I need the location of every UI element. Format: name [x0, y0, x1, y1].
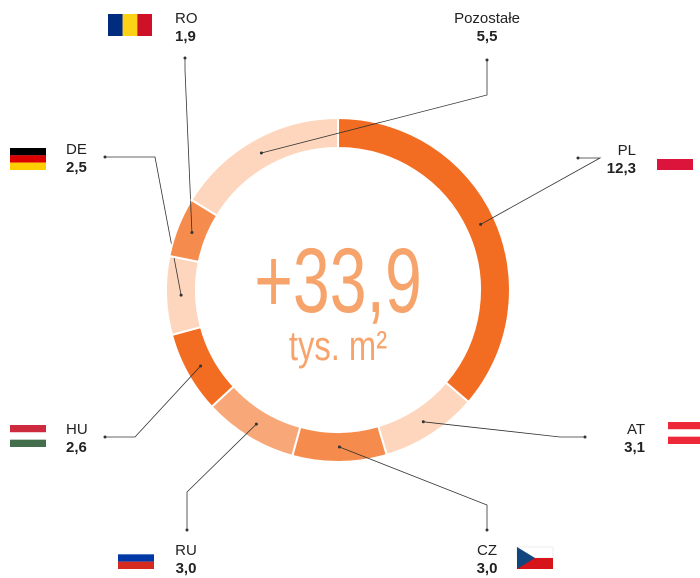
flag: [10, 148, 46, 156]
flag: [10, 162, 46, 170]
center-unit-group: tys. m²: [289, 322, 387, 369]
leader-line: [261, 60, 488, 154]
leader-dot: [185, 528, 189, 532]
flag: [118, 554, 154, 562]
value-label: 3,1: [624, 439, 645, 456]
flag: [668, 436, 700, 444]
value-label: 3,0: [176, 560, 197, 577]
leader-line: [184, 58, 193, 233]
value-label: 1,9: [175, 28, 196, 45]
flag: [657, 148, 693, 159]
flag: [517, 547, 535, 569]
value-label: 2,5: [66, 159, 87, 176]
flag: [668, 429, 700, 437]
flag: [668, 422, 700, 430]
category-label: CZ: [477, 542, 497, 559]
leader-dot: [479, 222, 483, 226]
category-label: Pozostałe: [454, 10, 520, 27]
leader-dot: [103, 435, 107, 439]
donut-segment: [190, 116, 339, 217]
leader-dot: [199, 364, 203, 368]
donut-segment: [210, 384, 302, 458]
leader-dot: [259, 151, 263, 155]
category-label: AT: [627, 421, 645, 438]
flag: [108, 14, 123, 36]
center-total: +33,9: [254, 228, 422, 331]
flag: [657, 159, 693, 170]
flag: [10, 155, 46, 163]
donut-segment: [291, 424, 388, 463]
value-label: 2,6: [66, 439, 87, 456]
leader-dot: [190, 230, 194, 234]
donut-segment: [376, 381, 470, 457]
flag: [118, 561, 154, 569]
leader-dot: [485, 528, 489, 532]
value-label: 12,3: [607, 160, 636, 177]
category-label: RU: [175, 542, 197, 559]
flag: [137, 14, 152, 36]
flag: [118, 547, 154, 555]
category-label: RO: [175, 10, 198, 27]
flag: [122, 14, 138, 36]
leader-line: [105, 365, 201, 438]
category-label: HU: [66, 421, 88, 438]
leader-dot: [421, 420, 425, 424]
leader-line: [339, 446, 488, 530]
donut-segment: [170, 325, 236, 409]
leader-dot: [485, 58, 489, 62]
donut-segment: [165, 254, 203, 337]
flag: [10, 425, 46, 433]
category-label: PL: [618, 142, 636, 159]
flag: [517, 558, 553, 569]
leader-line: [186, 423, 257, 530]
center-unit: tys. m²: [289, 322, 387, 369]
leader-dot: [583, 435, 587, 439]
center-group: +33,9: [254, 228, 422, 331]
leader-line: [423, 421, 585, 438]
category-label: DE: [66, 141, 87, 158]
leader-dot: [183, 56, 187, 60]
leader-dot: [337, 445, 341, 449]
value-label: 3,0: [477, 560, 498, 577]
leader-dot: [179, 293, 183, 297]
flag: [10, 439, 46, 447]
leader-dot: [254, 422, 258, 426]
leader-dot: [576, 156, 580, 160]
leader-line: [480, 157, 602, 225]
value-label: 5,5: [477, 28, 498, 45]
flag: [10, 432, 46, 440]
leader-dot: [103, 155, 107, 159]
